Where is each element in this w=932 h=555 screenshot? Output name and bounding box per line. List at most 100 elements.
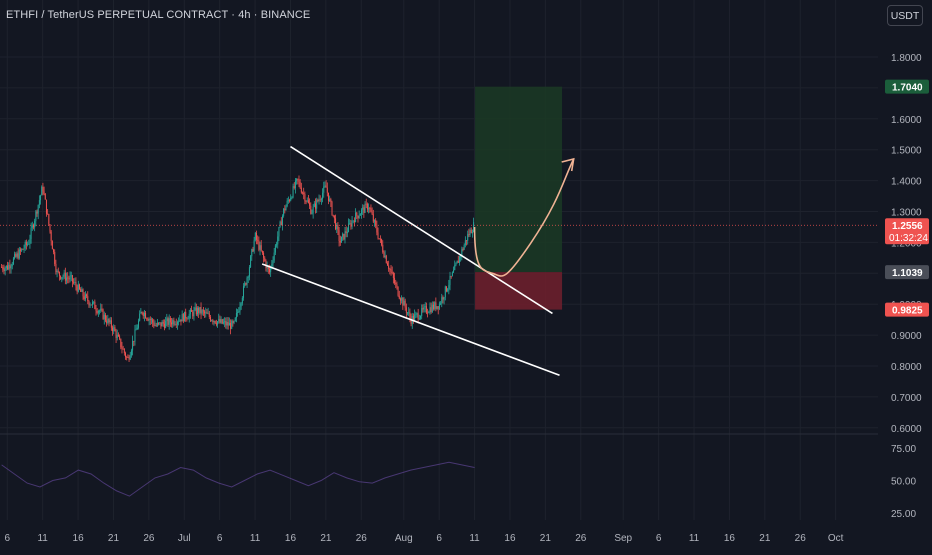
candle [278,227,280,237]
candle [312,206,314,214]
candle [336,224,338,229]
candle [53,249,55,252]
candle [389,268,391,270]
time-tick-label: 11 [250,533,261,544]
candle [257,239,259,241]
candle [1,267,3,268]
drawings[interactable] [0,145,878,377]
candle [317,199,319,202]
candle [24,242,26,249]
position-zones[interactable] [475,86,563,310]
candle [309,202,311,206]
candle [461,249,463,257]
candle [146,318,148,320]
currency-button[interactable]: USDT [887,5,923,26]
time-tick-label: 26 [143,533,155,544]
candle [49,224,51,232]
indicator-pane [1,461,475,497]
time-tick-label: Aug [395,533,413,544]
candle [94,301,96,310]
candle [120,338,122,348]
candle [396,284,398,287]
candle [18,249,20,259]
indicator-line [1,461,475,497]
candle [276,244,278,246]
candle [235,313,237,318]
candle [51,241,53,250]
candle [11,264,13,267]
candle [179,319,181,322]
candle [331,201,333,215]
candle [330,199,332,202]
candle [369,208,371,210]
candle [25,242,27,245]
candle [415,313,417,315]
price-badge-stop [885,302,929,317]
candle [237,312,239,314]
candle [314,203,316,209]
candle [182,314,184,322]
candle [362,207,364,210]
candle [456,260,458,264]
candle [171,322,173,325]
candle [7,265,9,270]
candles [1,175,475,363]
candle [200,307,202,314]
candle [214,320,216,324]
candle [358,215,360,219]
candle [189,309,191,314]
time-tick-label: 16 [285,533,297,544]
candle [325,185,327,188]
candle [383,252,385,258]
candle [239,306,241,312]
candle [408,312,410,314]
candle [117,334,119,337]
price-badge-last [885,218,929,245]
candle [78,284,80,289]
candle [54,251,56,264]
candle [455,263,457,266]
channel-lower-line [261,263,560,377]
time-tick-label: 16 [73,533,85,544]
candle [139,313,141,321]
candle [339,240,341,243]
candle [220,319,222,323]
indicator-tick-label: 50.00 [891,477,916,488]
candle [109,320,111,323]
price-tick-label: 0.8000 [891,362,922,373]
candle [32,225,34,228]
candle [83,296,85,300]
candle [150,319,152,321]
candle [365,203,367,205]
candle [469,229,471,236]
candle [178,321,180,323]
candle [293,186,295,189]
candle [394,277,396,284]
candle [402,298,404,306]
price-tick-label: 1.8000 [891,53,922,64]
candle [427,312,429,314]
candle [202,310,204,312]
candle [274,245,276,253]
price-badge-value: 0.9825 [892,306,923,317]
candle [371,211,373,215]
candle [186,318,188,320]
candle [86,294,88,297]
candle [250,256,252,268]
candle [122,348,124,350]
candle [158,322,160,324]
candle [228,322,230,326]
candle [386,262,388,266]
candle [255,232,257,240]
candle [368,208,370,210]
candle [244,283,246,287]
candle [76,286,78,292]
time-tick-label: Jul [178,533,191,544]
candle [80,288,82,292]
candle [56,271,58,273]
candle [137,320,139,328]
candle [348,223,350,232]
candle [15,254,17,257]
